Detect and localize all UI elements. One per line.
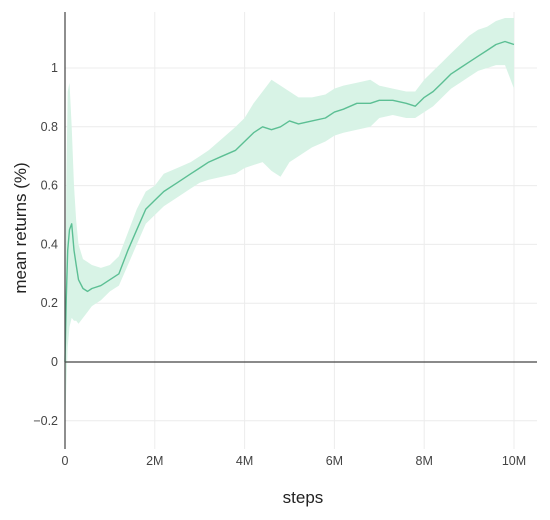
x-tick-label: 4M [236, 454, 253, 468]
x-tick-labels: 0 2M 4M 6M 8M 10M [62, 454, 527, 468]
confidence-band [65, 18, 514, 436]
y-tick-label: 0 [51, 355, 58, 369]
mean-returns-line [64, 40, 515, 363]
y-tick-label: 0.8 [41, 120, 58, 134]
y-tick-label: 1 [51, 61, 58, 75]
y-tick-label: 0.2 [41, 296, 58, 310]
x-axis-title: steps [283, 488, 324, 507]
x-tick-label: 0 [62, 454, 69, 468]
x-tick-label: 2M [146, 454, 163, 468]
y-tick-label: 0.4 [41, 237, 58, 251]
y-tick-label: 0.6 [41, 179, 58, 193]
y-tick-labels: −0.2 0 0.2 0.4 0.6 0.8 1 [33, 61, 58, 428]
x-tick-label: 10M [502, 454, 526, 468]
x-tick-label: 8M [416, 454, 433, 468]
y-tick-label: −0.2 [33, 414, 58, 428]
x-tick-label: 6M [326, 454, 343, 468]
grid [65, 12, 537, 449]
y-axis-title: mean returns (%) [11, 162, 30, 293]
